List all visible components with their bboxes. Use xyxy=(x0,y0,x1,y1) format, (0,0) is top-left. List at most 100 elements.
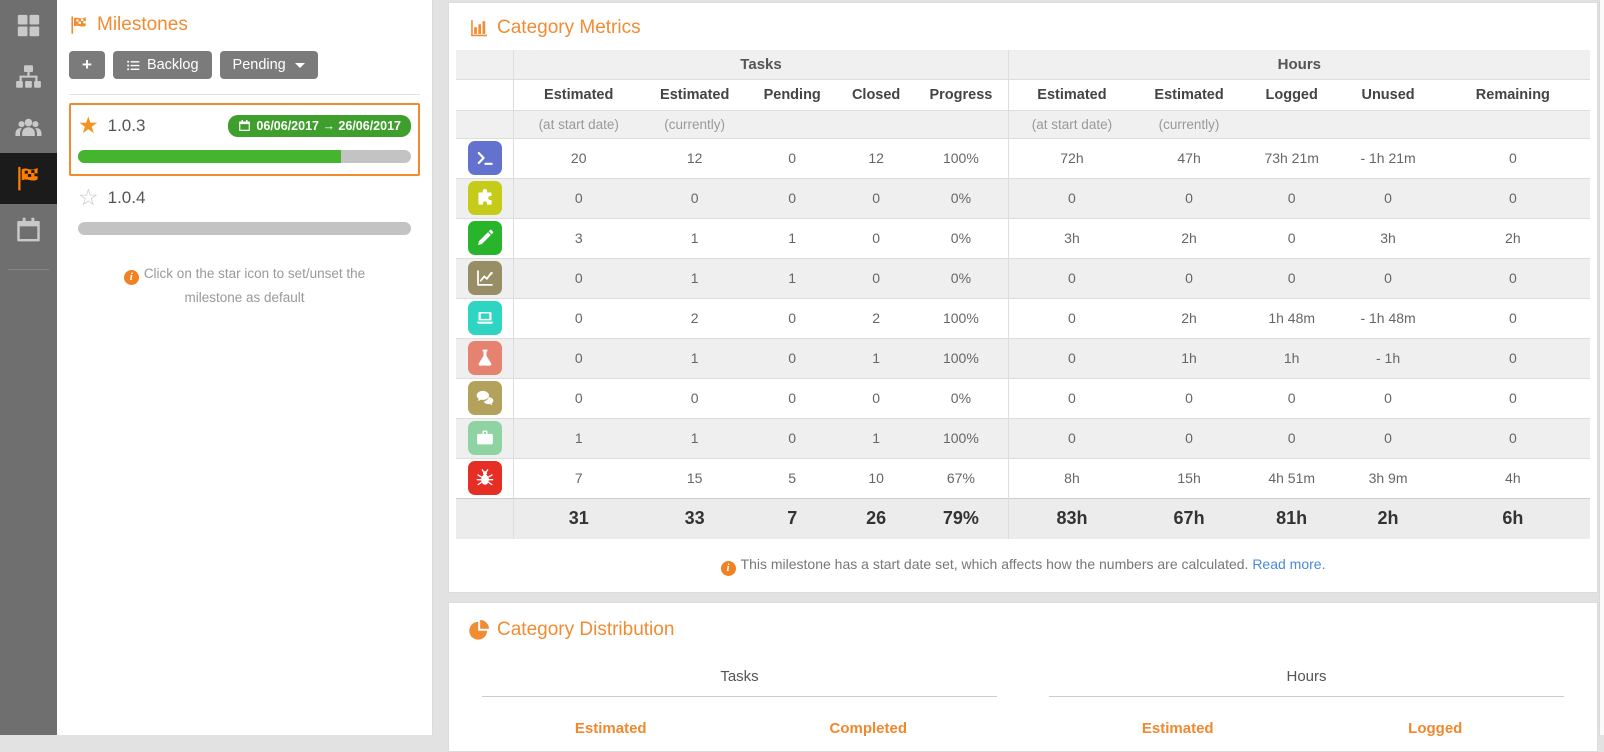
col-tasks-estimated-current: Estimated xyxy=(643,78,747,110)
category-metrics-title-label: Category Metrics xyxy=(497,17,641,38)
metric-value: 1 xyxy=(838,417,915,458)
metric-value: 0 xyxy=(513,297,644,338)
metric-value: 0 xyxy=(1435,377,1590,418)
scrollbar[interactable] xyxy=(1599,0,1604,735)
metric-value: 0 xyxy=(746,297,839,338)
metric-value: 15h xyxy=(1135,457,1243,498)
empty-cell xyxy=(1435,109,1590,138)
sidebar-item-milestones[interactable] xyxy=(0,153,57,204)
users-icon xyxy=(15,114,42,141)
distribution-hours-label: Hours xyxy=(1049,668,1564,697)
metric-value: 15 xyxy=(643,457,747,498)
sidebar-item-dashboard[interactable] xyxy=(0,0,57,51)
metric-value: 10 xyxy=(838,457,915,498)
sublabel-currently: (currently) xyxy=(643,109,747,138)
milestone-hint: i Click on the star icon to set/unset the… xyxy=(69,262,420,309)
milestones-toolbar: + Backlog Pending xyxy=(69,51,420,95)
metric-value: 2 xyxy=(838,297,915,338)
empty-cell xyxy=(838,109,915,138)
metric-value: 0 xyxy=(513,377,644,418)
chartline-icon xyxy=(467,261,502,295)
metric-value: 0 xyxy=(746,377,839,418)
star-filled-icon[interactable]: ★ xyxy=(78,112,99,138)
metric-value: 0 xyxy=(1242,177,1341,218)
metric-value: 0 xyxy=(1007,417,1136,458)
tasks-group-header: Tasks xyxy=(513,50,1009,79)
metric-value: - 1h xyxy=(1340,337,1436,378)
hours-group-header: Hours xyxy=(1007,50,1590,79)
metrics-row-comments: 0 0 0 0 0% 0 0 0 0 0 xyxy=(456,377,1590,418)
metric-value: 1h xyxy=(1135,337,1243,378)
metric-value: 0 xyxy=(1435,297,1590,338)
col-hours-logged: Logged xyxy=(1242,78,1341,110)
milestone-progress-bar xyxy=(78,222,411,235)
total-tasks-estimated-start: 31 xyxy=(513,497,644,539)
puzzle-icon xyxy=(467,181,502,215)
milestone-progress-bar xyxy=(78,150,411,163)
icon-column-header xyxy=(456,78,514,110)
total-tasks-estimated-current: 33 xyxy=(643,497,747,539)
metric-value: 100% xyxy=(914,297,1009,338)
metric-value: 47h xyxy=(1135,137,1243,178)
metric-value: 2h xyxy=(1135,217,1243,258)
pending-filter-dropdown[interactable]: Pending xyxy=(219,51,318,79)
flag-icon xyxy=(15,165,42,192)
sidebar-item-hierarchy[interactable] xyxy=(0,51,57,102)
metric-value: 1h xyxy=(1242,337,1341,378)
milestone-date-range: 06/06/2017 → 26/06/2017 xyxy=(256,118,401,133)
metric-value: 67% xyxy=(914,457,1009,498)
milestones-title-label: Milestones xyxy=(97,14,188,35)
metrics-row-pencil: 3 1 1 0 0% 3h 2h 0 3h 2h xyxy=(456,217,1590,258)
distribution-tasks-section: Tasks Estimated Completed xyxy=(456,668,1023,737)
distribution-hours-section: Hours Estimated Logged xyxy=(1023,668,1590,737)
metrics-row-terminal: 20 12 0 12 100% 72h 47h 73h 21m - 1h 21m 0 xyxy=(456,137,1590,178)
col-tasks-estimated-start: Estimated xyxy=(513,78,644,110)
metric-value: 0 xyxy=(513,257,644,298)
metric-value: 3h 9m xyxy=(1340,457,1436,498)
metric-value: 2h xyxy=(1135,297,1243,338)
metric-value: 0 xyxy=(1007,377,1136,418)
category-icon-cell xyxy=(456,137,514,178)
info-icon: i xyxy=(123,270,139,285)
metric-value: 1 xyxy=(746,257,839,298)
terminal-icon xyxy=(467,141,502,175)
metrics-row-briefcase: 1 1 0 1 100% 0 0 0 0 0 xyxy=(456,417,1590,458)
category-metrics-table: Tasks Hours Estimated Estimated Pending … xyxy=(456,50,1590,539)
milestone-item-selected[interactable]: ★ 1.0.3 06/06/2017 → 26/06/2017 xyxy=(69,103,420,176)
category-icon-cell xyxy=(456,417,514,458)
add-milestone-button[interactable]: + xyxy=(69,51,105,79)
metric-value: 0% xyxy=(914,177,1009,218)
milestones-panel: Milestones + Backlog Pending ★ 1.0.3 06/… xyxy=(57,0,433,735)
total-hours-estimated-current: 67h xyxy=(1135,497,1243,539)
empty-cell xyxy=(1242,109,1341,138)
metric-value: 0 xyxy=(838,377,915,418)
milestone-note-text: This milestone has a start date set, whi… xyxy=(740,556,1249,572)
star-outline-icon[interactable]: ☆ xyxy=(78,184,99,210)
metric-value: 0 xyxy=(513,177,644,218)
metric-value: - 1h 48m xyxy=(1340,297,1436,338)
milestone-note: i This milestone has a start date set, wh… xyxy=(456,556,1590,576)
metric-value: 0 xyxy=(1242,417,1341,458)
bar-chart-icon xyxy=(469,18,489,38)
metric-value: 0 xyxy=(1435,177,1590,218)
distribution-hours-estimated: Estimated xyxy=(1141,720,1214,737)
flask-icon xyxy=(467,341,502,375)
metric-value: 2 xyxy=(643,297,747,338)
milestone-date-badge: 06/06/2017 → 26/06/2017 xyxy=(228,114,411,137)
info-icon: i xyxy=(720,561,736,576)
sidebar-item-team[interactable] xyxy=(0,102,57,153)
metric-value: 4h 51m xyxy=(1242,457,1341,498)
read-more-link[interactable]: Read more. xyxy=(1252,556,1326,572)
metric-value: 0 xyxy=(1007,177,1136,218)
category-icon-cell xyxy=(456,217,514,258)
sidebar-item-calendar[interactable] xyxy=(0,204,57,255)
milestone-item[interactable]: ☆ 1.0.4 xyxy=(69,176,420,235)
metric-value: 0 xyxy=(1435,417,1590,458)
metric-value: 7 xyxy=(513,457,644,498)
metric-value: 1 xyxy=(643,337,747,378)
backlog-button[interactable]: Backlog xyxy=(112,51,212,79)
metric-value: 0 xyxy=(1435,337,1590,378)
empty-cell xyxy=(1340,109,1436,138)
category-metrics-title: Category Metrics xyxy=(469,17,1590,39)
pencil-icon xyxy=(467,221,502,255)
